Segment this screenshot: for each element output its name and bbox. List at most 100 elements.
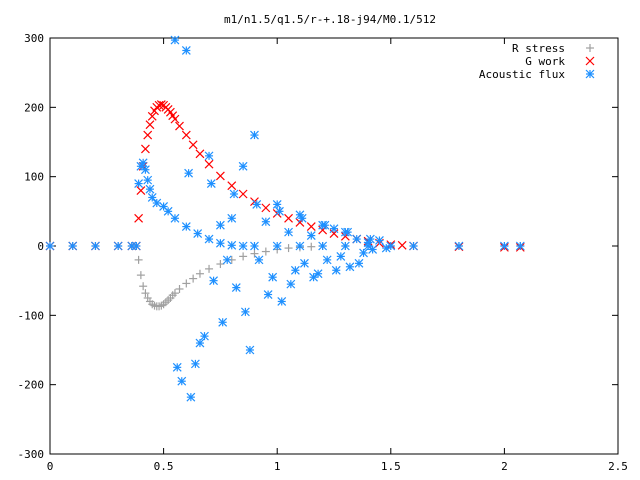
data-point xyxy=(277,297,287,306)
data-point xyxy=(229,189,239,199)
data-point xyxy=(365,234,375,244)
data-point xyxy=(131,241,141,251)
data-point xyxy=(91,241,100,251)
data-point xyxy=(297,213,307,223)
data-point xyxy=(163,206,173,216)
data-point xyxy=(209,276,219,286)
data-point xyxy=(322,255,332,265)
data-point xyxy=(368,245,378,254)
data-point xyxy=(261,203,271,213)
data-point xyxy=(181,222,191,232)
data-point xyxy=(284,213,293,223)
data-point xyxy=(134,213,144,223)
data-point xyxy=(190,359,200,369)
data-point xyxy=(238,161,248,171)
data-point xyxy=(188,140,198,150)
data-point xyxy=(306,231,316,241)
x-tick-label: 0.5 xyxy=(154,460,174,473)
data-point xyxy=(195,269,204,278)
data-point xyxy=(295,241,305,251)
data-point xyxy=(172,362,182,372)
data-point xyxy=(250,241,259,251)
data-point xyxy=(68,241,78,251)
data-point xyxy=(204,234,214,244)
data-point xyxy=(359,248,368,258)
data-point xyxy=(143,130,153,140)
data-point xyxy=(250,249,259,258)
data-point xyxy=(113,241,123,251)
data-point xyxy=(290,265,300,275)
data-point xyxy=(181,46,191,55)
x-tick-label: 2.5 xyxy=(608,460,628,473)
data-point xyxy=(147,193,157,202)
data-point xyxy=(184,168,194,178)
legend-label: R stress xyxy=(512,42,565,55)
data-point xyxy=(397,240,407,250)
data-point xyxy=(140,144,150,154)
data-point xyxy=(200,331,209,341)
data-point xyxy=(136,186,146,195)
data-point xyxy=(156,100,166,109)
data-point xyxy=(239,252,248,261)
data-point xyxy=(195,338,205,348)
data-point xyxy=(318,241,328,251)
data-point xyxy=(240,307,250,317)
data-point xyxy=(175,121,184,131)
data-point xyxy=(309,272,318,282)
data-point xyxy=(145,120,155,130)
data-point xyxy=(261,247,270,256)
y-tick-label: 200 xyxy=(24,101,44,114)
data-point xyxy=(284,244,293,253)
chart-title: m1/n1.5/q1.5/r-+.18-j94/M0.1/512 xyxy=(224,13,436,26)
legend-marker xyxy=(585,69,595,79)
data-point xyxy=(216,260,225,269)
data-point xyxy=(354,258,364,268)
axes: 0 0.5 1 1.5 2 2.5 -300 -200 -100 0 100 200 300 xyxy=(18,32,628,473)
data-point xyxy=(204,151,214,161)
legend-item: Acoustic flux xyxy=(479,68,595,81)
x-tick-label: 0 xyxy=(47,460,54,473)
series-acoustic-flux xyxy=(45,35,525,402)
legend-marker xyxy=(586,44,594,52)
series-layer xyxy=(45,35,525,402)
data-point xyxy=(515,241,525,251)
data-point xyxy=(170,289,179,298)
y-tick-label: 0 xyxy=(37,240,44,253)
data-point xyxy=(227,213,237,223)
data-point xyxy=(206,179,216,189)
data-point xyxy=(186,392,196,402)
data-point xyxy=(145,184,155,194)
data-point xyxy=(189,274,198,283)
data-point xyxy=(147,111,157,121)
data-point xyxy=(263,290,273,299)
legend-label: G work xyxy=(525,55,565,68)
data-point xyxy=(245,345,255,355)
data-point xyxy=(204,159,214,169)
data-point xyxy=(336,251,346,261)
data-point xyxy=(306,222,316,232)
data-point xyxy=(238,189,248,199)
data-point xyxy=(170,35,180,45)
data-point xyxy=(284,227,293,237)
data-point xyxy=(215,238,225,248)
legend-item: R stress xyxy=(512,42,594,55)
data-point xyxy=(159,202,169,211)
data-point xyxy=(272,241,282,251)
data-point xyxy=(272,199,282,209)
data-point xyxy=(170,114,180,124)
data-point xyxy=(250,130,259,140)
legend-item: G work xyxy=(525,55,595,68)
data-point xyxy=(193,229,203,238)
data-point xyxy=(181,130,191,140)
data-point xyxy=(170,213,180,223)
data-point xyxy=(218,317,228,327)
data-point xyxy=(138,158,148,168)
x-tick-label: 1.5 xyxy=(381,460,401,473)
y-tick-label: 300 xyxy=(24,32,44,45)
data-point xyxy=(375,236,384,245)
data-point xyxy=(331,265,341,275)
data-point xyxy=(134,255,143,264)
data-point xyxy=(320,220,330,230)
